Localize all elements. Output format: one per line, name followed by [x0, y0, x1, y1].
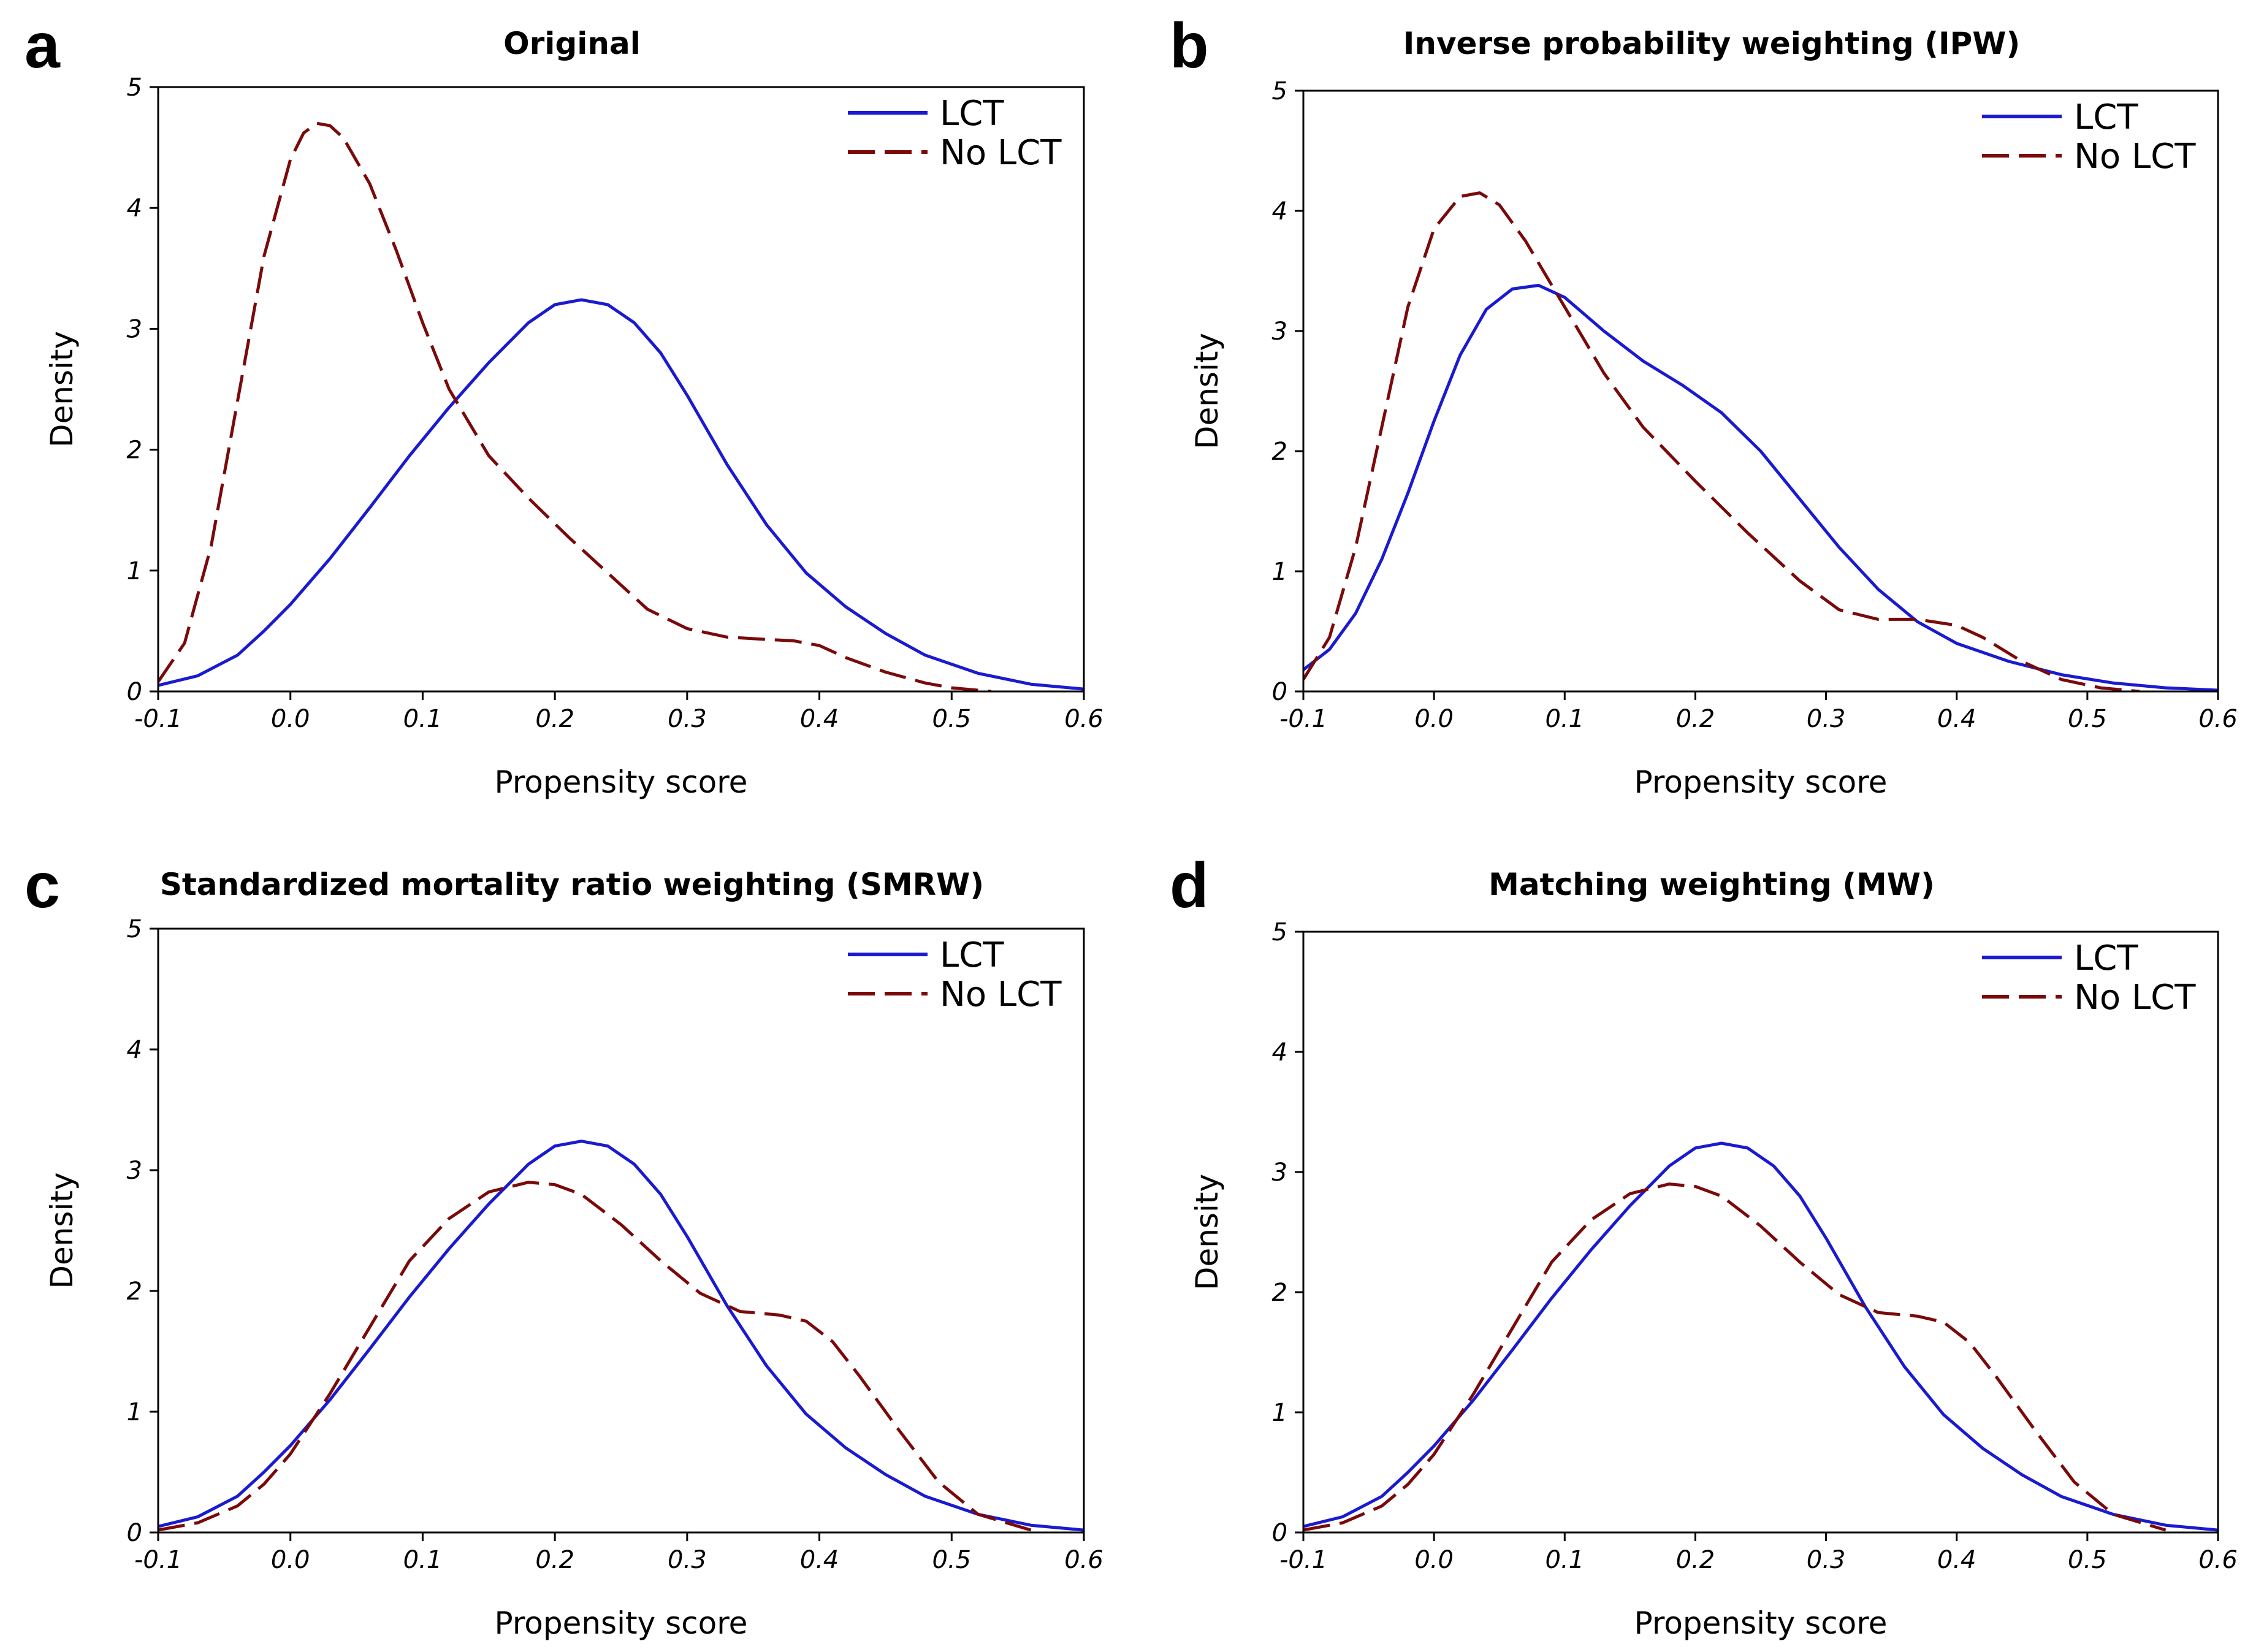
y-tick-label: 2: [127, 1277, 142, 1306]
chart-title: Matching weighting (MW): [1488, 867, 1935, 902]
series-line-lct: [158, 298, 1084, 691]
x-tick-label: 0.0: [1414, 705, 1454, 733]
x-tick-label: 0.1: [1545, 705, 1584, 733]
series-line-lct: [1303, 1141, 2218, 1532]
legend-label: No LCT: [940, 133, 1062, 173]
chart-panel-d: d Matching weighting (MW) -0.1 0.0 0.1 0.2 0.3…: [1170, 850, 2238, 1641]
series-line-no-lct: [158, 121, 992, 691]
y-tick-label: 4: [1272, 197, 1287, 226]
x-tick-label: 0.5: [2068, 1546, 2107, 1574]
series-line-no-lct: [1303, 1182, 2167, 1532]
y-tick-label: 5: [127, 915, 142, 943]
x-tick-label: 0.4: [800, 705, 839, 733]
y-tick-label: 1: [1272, 558, 1287, 586]
y-tick-label: 2: [1272, 438, 1287, 466]
x-tick-label: 0.1: [403, 1546, 443, 1574]
y-axis-title: Density: [44, 1172, 80, 1288]
chart-panel-a: a Original -0.1 0.0 0.1 0.2 0.3 0.4 0.5 0.6 0 1 2 3 4 5…: [25, 10, 1103, 800]
x-tick-label: 0.3: [1807, 1546, 1846, 1574]
y-axis-title: Density: [1189, 1174, 1225, 1290]
x-tick-label: 0.2: [535, 705, 574, 733]
x-tick-label: 0.0: [1414, 1546, 1454, 1574]
y-tick-label: 5: [127, 74, 142, 102]
x-tick-label: -0.1: [134, 1546, 182, 1574]
chart-title: Standardized mortality ratio weighting (…: [160, 867, 984, 902]
chart-title: Inverse probability weighting (IPW): [1403, 26, 2020, 61]
legend-label: No LCT: [2074, 978, 2196, 1018]
y-tick-label: 1: [127, 557, 142, 585]
x-tick-label: 0.2: [535, 1546, 574, 1574]
series-line-no-lct: [1303, 191, 2140, 691]
x-tick-label: 0.0: [271, 1546, 310, 1574]
x-tick-label: 0.1: [403, 705, 443, 733]
legend-label: LCT: [940, 94, 1004, 134]
x-tick-label: 0.3: [1807, 705, 1846, 733]
legend-label: LCT: [2074, 938, 2138, 978]
plot-frame: [157, 86, 1085, 693]
x-axis-title: Propensity score: [495, 1605, 748, 1641]
chart-panel-c: c Standardized mortality ratio weighting …: [25, 850, 1103, 1641]
y-tick-label: 2: [127, 436, 142, 465]
legend-label: LCT: [2074, 97, 2138, 137]
y-axis-title: Density: [44, 331, 80, 447]
y-tick-label: 5: [1272, 77, 1287, 105]
x-tick-label: 0.4: [800, 1546, 839, 1574]
x-tick-label: 0.6: [2198, 705, 2238, 733]
plot-frame: [1302, 89, 2219, 693]
x-tick-label: 0.5: [2068, 705, 2107, 733]
y-tick-label: 4: [1272, 1038, 1287, 1067]
x-tick-label: 0.0: [271, 705, 310, 733]
x-axis-title: Propensity score: [495, 764, 748, 800]
y-tick-label: 3: [1272, 1159, 1287, 1187]
y-tick-label: 1: [1272, 1399, 1287, 1427]
y-tick-label: 5: [1272, 918, 1287, 946]
y-axis-title: Density: [1189, 333, 1225, 449]
panel-letter: a: [25, 10, 61, 82]
legend-label: LCT: [940, 935, 1004, 975]
y-tick-label: 0: [1272, 1519, 1287, 1547]
plot-frame: [1302, 931, 2219, 1534]
x-tick-label: 0.6: [1064, 705, 1103, 733]
x-tick-label: 0.6: [2198, 1546, 2238, 1574]
legend-label: No LCT: [940, 975, 1062, 1014]
x-tick-label: 0.2: [1676, 1546, 1715, 1574]
x-axis-title: Propensity score: [1634, 764, 1888, 800]
x-tick-label: 0.5: [932, 1546, 971, 1574]
y-tick-label: 4: [127, 194, 142, 223]
x-tick-label: 0.6: [1064, 1546, 1103, 1574]
panel-letter: b: [1170, 10, 1209, 82]
chart-panel-b: b Inverse probability weighting (IPW) -0.1…: [1170, 10, 2238, 800]
x-tick-label: 0.3: [668, 705, 707, 733]
x-tick-label: -0.1: [134, 705, 182, 733]
x-tick-label: -0.1: [1279, 1546, 1327, 1574]
series-line-no-lct: [158, 1181, 1032, 1532]
x-tick-label: 0.5: [932, 705, 971, 733]
x-tick-label: -0.1: [1279, 705, 1327, 733]
x-axis-title: Propensity score: [1634, 1605, 1888, 1641]
plot-frame: [157, 927, 1085, 1534]
series-line-lct: [158, 1140, 1084, 1532]
y-tick-label: 4: [127, 1036, 142, 1064]
y-tick-label: 3: [1272, 318, 1287, 346]
x-tick-label: 0.2: [1676, 705, 1715, 733]
y-tick-label: 0: [1272, 678, 1287, 706]
y-tick-label: 3: [127, 315, 142, 343]
legend-label: No LCT: [2074, 137, 2196, 177]
y-tick-label: 1: [127, 1398, 142, 1426]
series-line-lct: [1303, 284, 2218, 691]
y-tick-label: 0: [127, 1519, 142, 1547]
x-tick-label: 0.4: [1937, 1546, 1976, 1574]
y-tick-label: 3: [127, 1157, 142, 1185]
chart-title: Original: [503, 26, 641, 61]
x-tick-label: 0.3: [668, 1546, 707, 1574]
x-tick-label: 0.4: [1937, 705, 1976, 733]
panel-letter: d: [1170, 850, 1209, 921]
y-tick-label: 2: [1272, 1279, 1287, 1307]
y-tick-label: 0: [127, 678, 142, 706]
x-tick-label: 0.1: [1545, 1546, 1584, 1574]
panel-letter: c: [25, 850, 60, 921]
